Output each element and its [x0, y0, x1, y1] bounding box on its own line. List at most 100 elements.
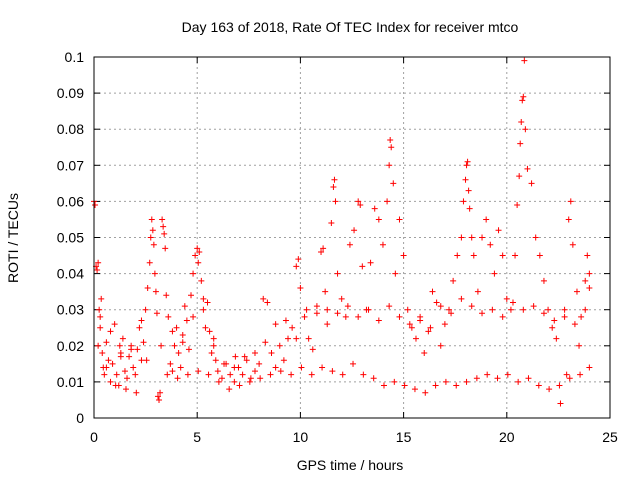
data-point: [260, 295, 267, 302]
data-point: [132, 371, 139, 378]
data-point: [586, 285, 593, 292]
data-point: [112, 382, 119, 389]
data-point: [303, 306, 310, 313]
data-point: [124, 375, 131, 382]
data-point: [150, 241, 157, 248]
data-point: [557, 400, 564, 407]
data-point: [221, 360, 228, 367]
data-point: [524, 165, 531, 172]
data-point: [159, 216, 166, 223]
data-point: [105, 357, 112, 364]
data-point: [268, 350, 275, 357]
data-point: [522, 126, 529, 133]
data-point: [442, 378, 449, 385]
data-point: [479, 310, 486, 317]
data-point: [553, 335, 560, 342]
data-point: [122, 386, 129, 393]
data-point: [530, 303, 537, 310]
data-point: [111, 321, 118, 328]
data-point: [328, 220, 335, 227]
data-point: [320, 245, 327, 252]
data-point: [153, 310, 160, 317]
data-point: [198, 277, 205, 284]
data-point: [293, 263, 300, 270]
data-point: [517, 140, 524, 147]
data-point: [470, 252, 477, 259]
data-point: [479, 234, 486, 241]
data-point: [463, 378, 470, 385]
data-point: [489, 306, 496, 313]
data-point: [134, 346, 141, 353]
data-point: [342, 313, 349, 320]
data-point: [218, 375, 225, 382]
data-point: [195, 368, 202, 375]
data-point: [243, 357, 250, 364]
data-point: [466, 205, 473, 212]
data-point: [386, 303, 393, 310]
data-point: [577, 371, 584, 378]
data-point: [200, 306, 207, 313]
data-point: [96, 306, 103, 313]
data-point: [465, 187, 472, 194]
data-point: [215, 378, 222, 385]
data-point: [359, 263, 366, 270]
y-tick-label: 0.07: [57, 157, 84, 173]
data-point: [264, 299, 271, 306]
data-point: [569, 241, 576, 248]
y-tick-label: 0.09: [57, 85, 84, 101]
data-point: [171, 342, 178, 349]
data-point: [196, 248, 203, 255]
data-point: [97, 324, 104, 331]
data-point: [504, 371, 511, 378]
data-point: [210, 335, 217, 342]
data-point: [231, 378, 238, 385]
data-point: [388, 144, 395, 151]
data-point: [160, 223, 167, 230]
data-point: [206, 328, 213, 335]
data-point: [103, 364, 110, 371]
data-point: [190, 270, 197, 277]
data-point: [375, 317, 382, 324]
data-point: [301, 313, 308, 320]
data-point: [144, 285, 151, 292]
data-point: [458, 234, 465, 241]
data-point: [179, 331, 186, 338]
data-point: [257, 375, 264, 382]
data-point: [205, 371, 212, 378]
data-point: [586, 270, 593, 277]
y-tick-label: 0.03: [57, 302, 84, 318]
data-point: [540, 310, 547, 317]
x-tick-label: 10: [293, 429, 309, 445]
data-point: [109, 360, 116, 367]
data-point: [288, 371, 295, 378]
data-point: [357, 202, 364, 209]
data-point: [200, 295, 207, 302]
data-point: [515, 378, 522, 385]
data-point: [355, 198, 362, 205]
data-point: [98, 295, 105, 302]
data-point: [103, 339, 110, 346]
data-point: [99, 350, 106, 357]
data-point: [173, 324, 180, 331]
data-point: [256, 360, 263, 367]
data-point: [433, 299, 440, 306]
data-point: [536, 252, 543, 259]
data-point: [194, 245, 201, 252]
data-point: [309, 346, 316, 353]
data-point: [330, 183, 337, 190]
data-point: [561, 313, 568, 320]
data-points-layer: [91, 57, 593, 407]
data-point: [267, 371, 274, 378]
data-point: [318, 248, 325, 255]
data-point: [520, 93, 527, 100]
data-point: [151, 270, 158, 277]
data-point: [473, 375, 480, 382]
data-point: [142, 306, 149, 313]
data-point: [396, 313, 403, 320]
data-point: [509, 299, 516, 306]
data-point: [516, 173, 523, 180]
data-point: [195, 259, 202, 266]
data-point: [437, 303, 444, 310]
data-point: [247, 375, 254, 382]
data-point: [175, 350, 182, 357]
